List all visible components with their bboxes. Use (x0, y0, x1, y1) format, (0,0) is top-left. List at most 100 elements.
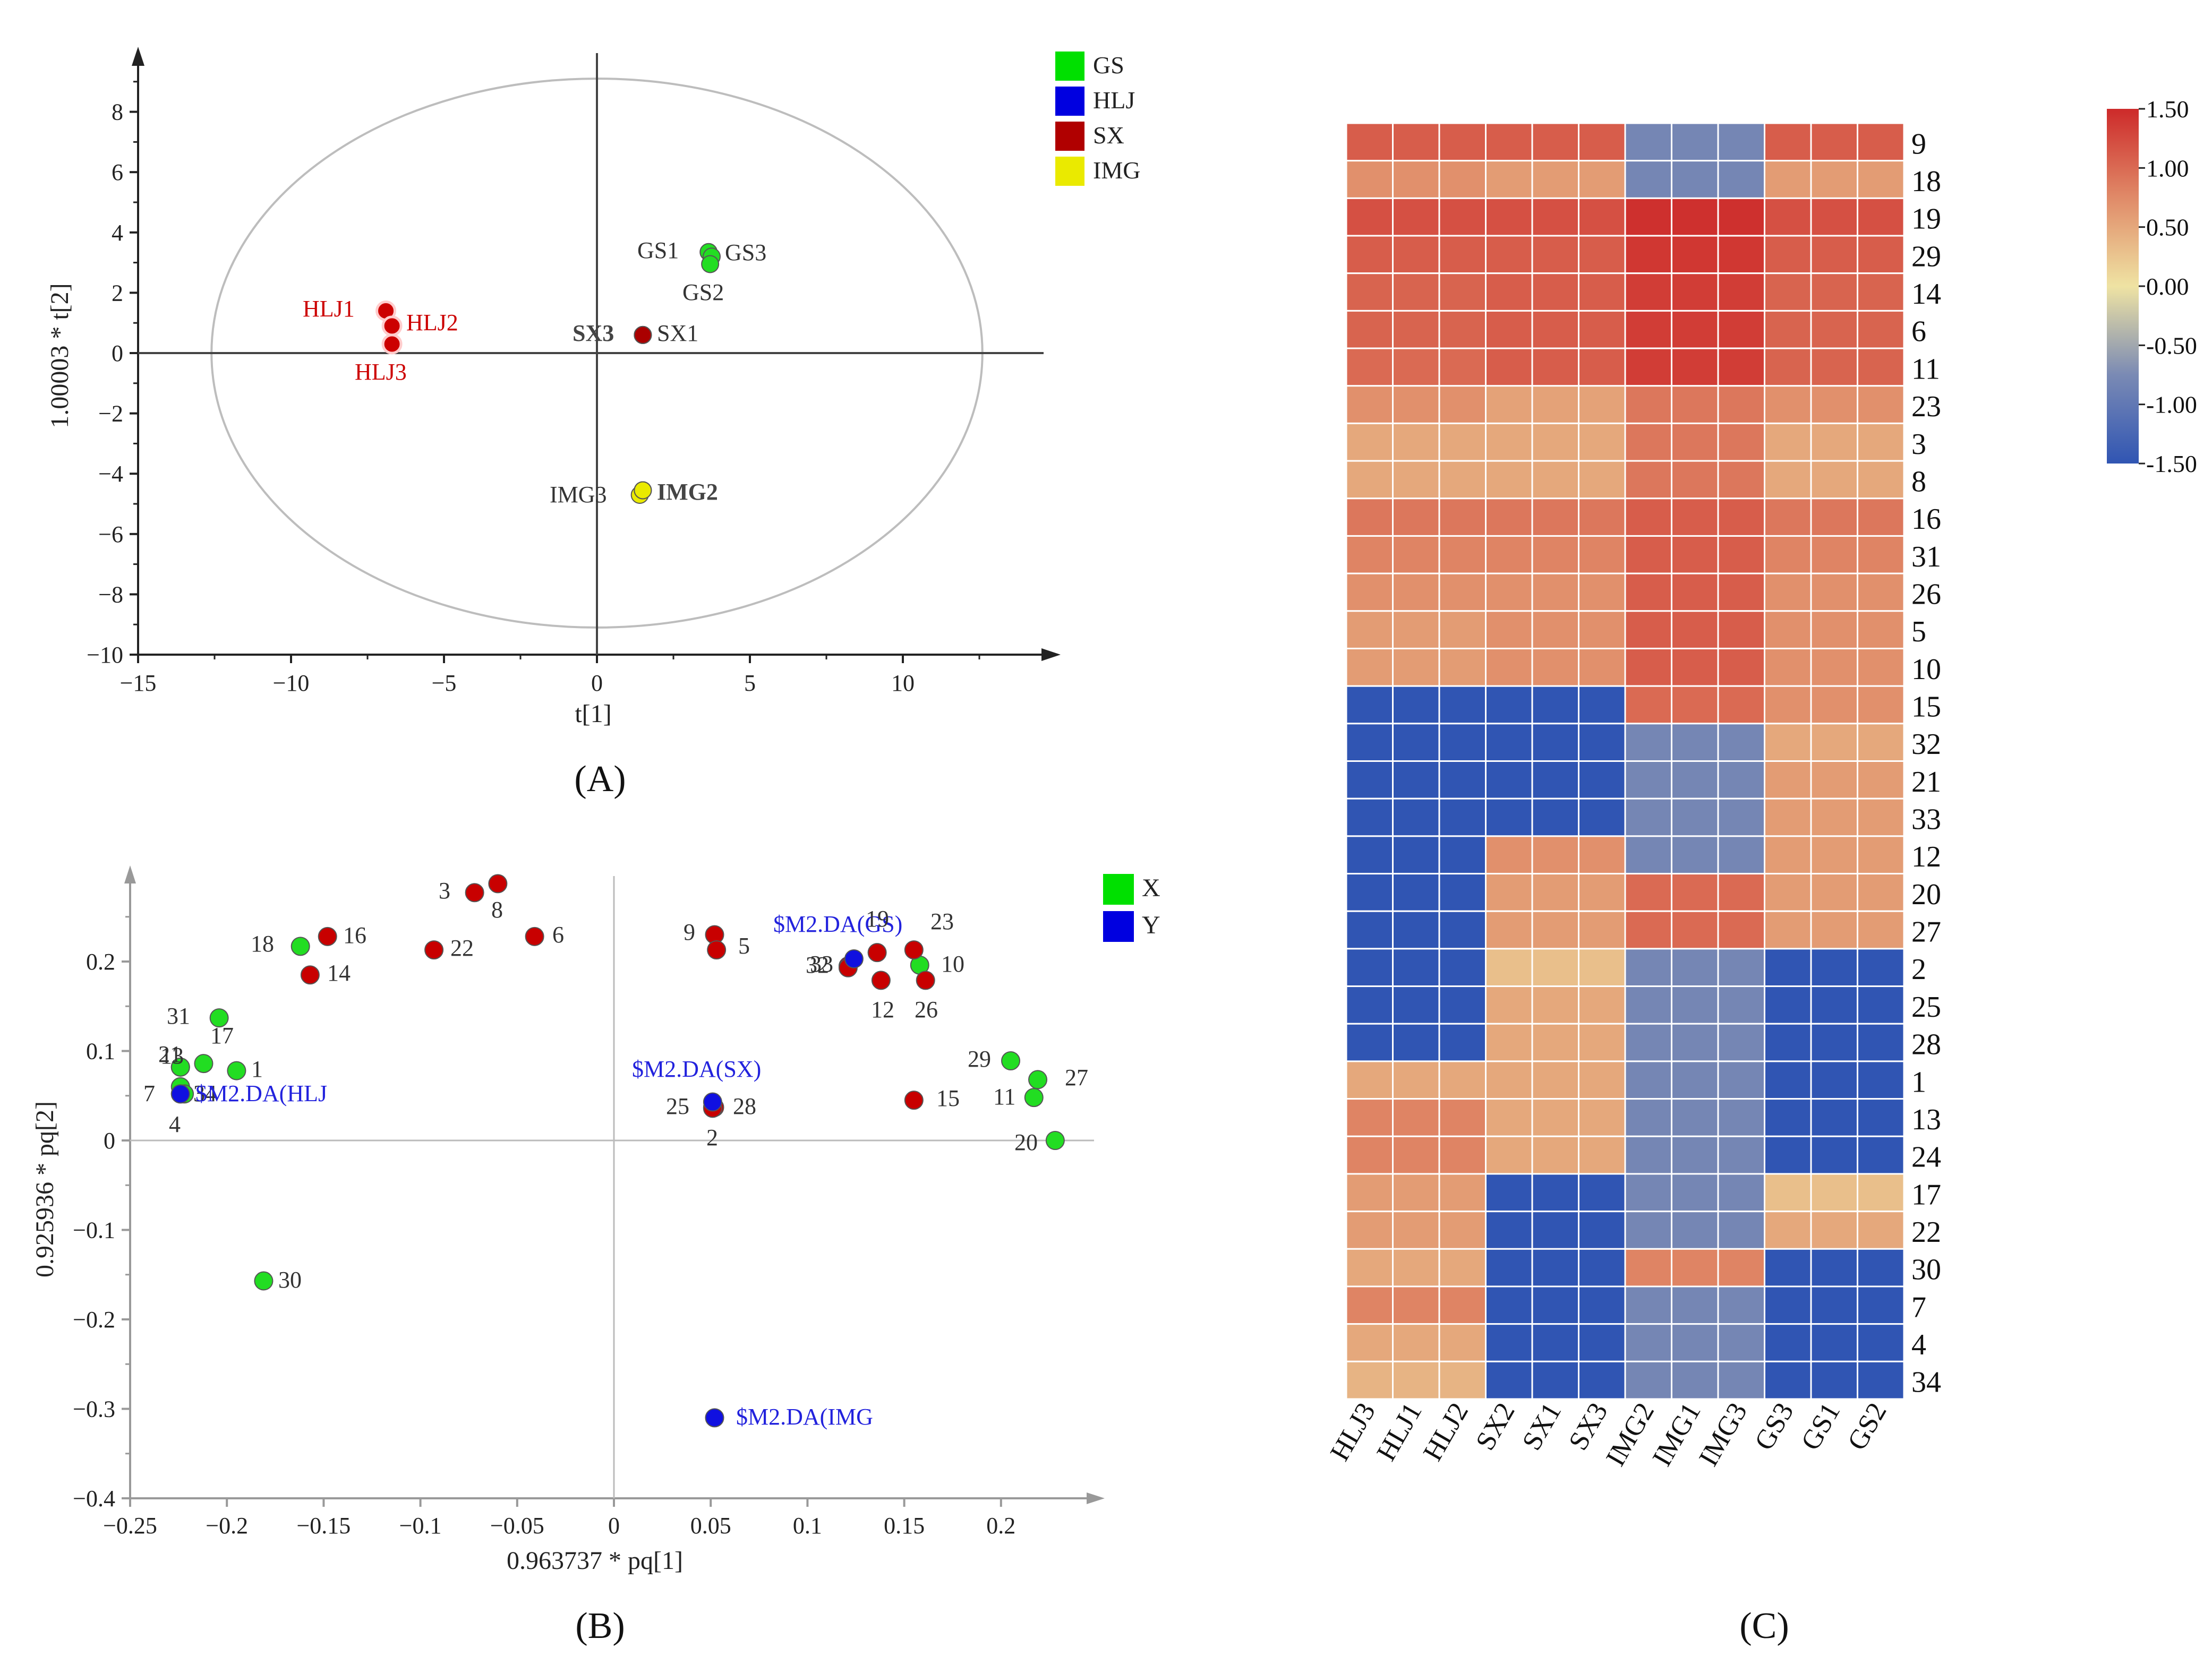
heatmap-row-label: 2 (1911, 953, 1926, 986)
heatmap-cell-18-hlj1 (1392, 160, 1440, 199)
label-gs2: GS2 (682, 279, 724, 305)
heatmap-cell-17-img3 (1717, 1173, 1765, 1213)
heatmap-cell-5-gs2 (1857, 610, 1905, 649)
heatmap-cell-13-sx1 (1531, 1098, 1579, 1137)
heatmap-cell-2-img3 (1717, 948, 1765, 988)
heatmap-cell-7-sx2 (1485, 1285, 1533, 1325)
heatmap-cell-32-hlj3 (1345, 723, 1394, 762)
label-b-2: 2 (706, 1125, 718, 1151)
point-8 (488, 874, 508, 894)
heatmap-cell-24-hlj1 (1392, 1135, 1440, 1175)
heatmap-cell-3-gs2 (1857, 422, 1905, 462)
heatmap-cell-30-hlj2 (1438, 1248, 1487, 1288)
heatmap-cell-11-sx2 (1485, 347, 1533, 387)
point-sx2 (634, 325, 652, 344)
heatmap-cell-26-sx1 (1531, 572, 1579, 612)
heatmap-cell-13-img3 (1717, 1098, 1765, 1137)
heatmap-cell-14-img3 (1717, 272, 1765, 312)
panel-a-y-tick-label: 8 (112, 99, 123, 125)
heatmap-cell-26-hlj1 (1392, 572, 1440, 612)
heatmap-cell-23-gs3 (1764, 385, 1812, 424)
label-sx1: SX1 (657, 320, 698, 346)
panel-b-x-tick-label: 0.15 (884, 1513, 925, 1539)
label-sx-overlap: SX3 (573, 320, 614, 346)
heatmap-cell-22-gs2 (1857, 1211, 1905, 1250)
heatmap-cell-19-sx2 (1485, 197, 1533, 237)
point-img2 (634, 481, 652, 500)
heatmap-cell-7-img1 (1671, 1285, 1719, 1325)
heatmap-row-labels: 9181929146112338163126510153221331220272… (1911, 127, 1941, 1398)
heatmap-cell-1-img3 (1717, 1060, 1765, 1100)
heatmap-cell-27-img1 (1671, 910, 1719, 950)
panel-b-x-tick-label: 0.1 (793, 1513, 822, 1539)
heatmap-cell-26-img1 (1671, 572, 1719, 612)
label-b-25: 25 (666, 1093, 689, 1119)
heatmap-cell-5-sx2 (1485, 610, 1533, 649)
heatmap-cell-1-hlj3 (1345, 1060, 1394, 1100)
heatmap-cell-17-img2 (1624, 1173, 1672, 1213)
heatmap-cell-25-img1 (1671, 985, 1719, 1025)
heatmap-cell-32-sx2 (1485, 723, 1533, 762)
heatmap-cell-26-sx3 (1578, 572, 1626, 612)
legend-swatch-gs (1055, 52, 1084, 81)
heatmap-cell-2-gs3 (1764, 948, 1812, 988)
label-b-33: 33 (810, 951, 833, 977)
heatmap-cell-3-sx2 (1485, 422, 1533, 462)
heatmap-cell-20-hlj3 (1345, 873, 1394, 912)
heatmap-cell-14-hlj1 (1392, 272, 1440, 312)
label-b-16: 16 (343, 922, 366, 948)
heatmap-cell-21-sx1 (1531, 760, 1579, 800)
point-16 (318, 926, 337, 946)
point-m2-da-hlj (170, 1084, 190, 1104)
heatmap-cell-1-img2 (1624, 1060, 1672, 1100)
point-5 (707, 940, 727, 960)
label-b-8: 8 (491, 897, 503, 923)
heatmap-cell-16-gs3 (1764, 497, 1812, 537)
label-b-7: 7 (143, 1080, 155, 1106)
heatmap-cell-21-img1 (1671, 760, 1719, 800)
heatmap-cell-25-hlj1 (1392, 985, 1440, 1025)
label-b-26: 26 (915, 997, 938, 1023)
legend-label-hlj: HLJ (1093, 87, 1135, 114)
heatmap-cell-17-gs3 (1764, 1173, 1812, 1213)
colorbar-tick-label: -1.50 (2146, 450, 2197, 477)
panel-a-x-tick-label: 5 (744, 670, 756, 696)
heatmap-cell-7-sx3 (1578, 1285, 1626, 1325)
label-img-overlap: IMG2 (657, 479, 718, 505)
heatmap-cell-7-img3 (1717, 1285, 1765, 1325)
heatmap-cell-6-hlj2 (1438, 310, 1487, 349)
heatmap-cell-7-img2 (1624, 1285, 1672, 1325)
label-b-4: 4 (169, 1111, 181, 1137)
heatmap-cell-18-hlj3 (1345, 160, 1394, 199)
panel-b-y-tick-label: 0 (104, 1128, 115, 1154)
label-hlj2: HLJ2 (406, 310, 458, 336)
point-26 (916, 971, 935, 990)
heatmap-cell-29-sx3 (1578, 235, 1626, 274)
heatmap-cell-33-img2 (1624, 797, 1672, 837)
label-b-18: 18 (251, 931, 274, 957)
heatmap-cell-8-img1 (1671, 460, 1719, 500)
heatmap-cell-26-hlj3 (1345, 572, 1394, 612)
heatmap-column-label: SX2 (1470, 1398, 1521, 1456)
heatmap-cell-30-hlj3 (1345, 1248, 1394, 1288)
heatmap-cell-2-sx3 (1578, 948, 1626, 988)
heatmap-cell-28-hlj1 (1392, 1023, 1440, 1062)
heatmap-cell-30-sx3 (1578, 1248, 1626, 1288)
heatmap-cell-24-sx3 (1578, 1135, 1626, 1175)
heatmap-cell-14-hlj3 (1345, 272, 1394, 312)
label-img3: IMG3 (550, 482, 607, 508)
heatmap-cell-2-img1 (1671, 948, 1719, 988)
heatmap-cell-29-img2 (1624, 235, 1672, 274)
heatmap-cell-8-sx3 (1578, 460, 1626, 500)
heatmap-cell-11-img2 (1624, 347, 1672, 387)
heatmap-cell-19-img2 (1624, 197, 1672, 237)
panel-b-y-tick-label: 0.2 (86, 949, 115, 975)
heatmap-cell-6-sx1 (1531, 310, 1579, 349)
heatmap-row-label: 28 (1911, 1028, 1941, 1061)
heatmap-cell-17-gs1 (1810, 1173, 1858, 1213)
heatmap-cell-13-sx3 (1578, 1098, 1626, 1137)
heatmap-cell-32-sx1 (1531, 723, 1579, 762)
heatmap-cell-8-hlj2 (1438, 460, 1487, 500)
label-b-hlj: $M2.DA(HLJ (195, 1080, 327, 1106)
label-b-1: 1 (251, 1056, 263, 1082)
